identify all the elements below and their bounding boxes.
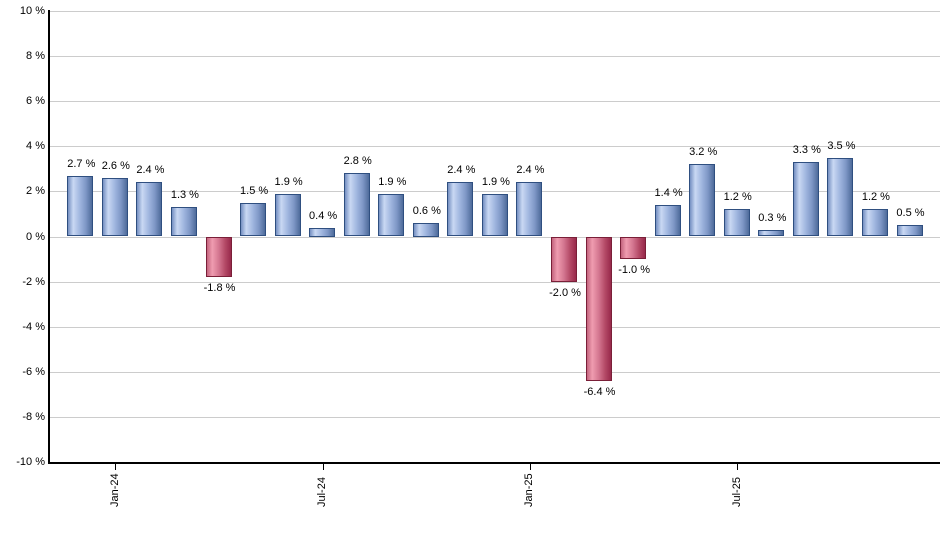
bar-positive [412,223,439,237]
bar-positive [240,202,267,237]
bar-value-label: 2.4 % [447,164,476,177]
bar-positive [447,182,474,237]
bar-value-label: -1.8 % [203,282,236,295]
bar-value-label: 2.8 % [343,155,372,168]
y-axis-tick-label: -4 % [22,320,45,333]
gridline [49,191,940,193]
bar-positive [343,173,370,237]
bar-positive [481,193,508,237]
bar-positive [170,207,197,237]
gridline [49,281,940,283]
bar-positive [827,157,854,237]
bar-value-label: 2.4 % [516,164,545,177]
y-axis-line [48,10,50,463]
y-axis-tick-label: 8 % [26,50,45,63]
bar-value-label: 1.2 % [723,191,752,204]
bar-positive [689,164,716,237]
gridline [49,326,940,328]
bar-value-label: 1.9 % [481,175,510,188]
y-axis-tick-label: 4 % [26,140,45,153]
bar-value-label: 1.3 % [170,189,199,202]
x-axis-tick-label: Jan-25 [523,473,536,507]
x-axis-tick-label: Jan-24 [108,473,121,507]
gridline [49,11,940,12]
bar-positive [309,227,336,237]
bar-positive [758,229,785,237]
bar-positive [274,193,301,237]
bar-positive [101,177,128,237]
x-axis-tick [737,464,739,470]
x-axis-tick-label: Jul-25 [730,477,743,507]
bar-value-label: 0.4 % [309,209,338,222]
gridline [49,371,940,373]
y-axis-tick-label: 0 % [26,230,45,243]
bar-value-label: -1.0 % [618,264,650,277]
x-axis-line [48,462,940,464]
bar-value-label: 3.3 % [792,144,821,157]
y-axis-tick-label: 2 % [26,185,45,198]
bar-positive [136,182,163,237]
bar-value-label: 0.5 % [896,207,925,220]
x-axis-tick [529,464,531,470]
bar-value-label: 0.6 % [412,205,441,217]
bar-negative [205,236,232,278]
bar-value-label: 2.4 % [136,164,165,177]
bar-negative [551,236,577,282]
x-axis-tick-label: Jul-24 [316,477,329,507]
bar-positive [723,209,750,237]
bar-positive [792,162,819,237]
bar-value-label: 0.3 % [758,211,787,224]
bar-value-label: 1.4 % [654,186,683,199]
bar-value-label: 1.5 % [240,184,269,197]
x-axis-tick [115,464,117,470]
bar-positive [861,209,888,237]
bar-positive [516,182,543,237]
y-axis-tick-label: 10 % [19,5,45,17]
y-axis-tick-label: -6 % [22,365,45,378]
bar-positive [378,193,405,237]
bar-value-label: -6.4 % [583,385,616,398]
y-axis-tick-label: -8 % [22,410,45,423]
bar-value-label: 1.2 % [861,191,890,204]
bar-value-label: 3.5 % [827,139,856,152]
bar-positive [896,225,923,237]
bar-value-label: 2.6 % [101,159,130,172]
y-axis-tick-label: 6 % [26,95,45,108]
y-axis-tick-label: -2 % [22,275,45,288]
bar-value-label: 1.9 % [378,175,407,188]
bar-value-label: 3.2 % [689,146,718,159]
gridline [49,236,940,238]
gridline [49,416,940,418]
bar-value-label: -2.0 % [549,286,581,299]
x-axis-tick [322,464,324,470]
gridline [49,101,940,103]
bar-negative [585,236,612,381]
y-axis-tick-label: -10 % [16,456,45,468]
gridline [49,56,940,58]
gridline [49,146,940,148]
bar-positive [654,204,681,237]
bar-value-label: 2.7 % [67,157,96,170]
bar-value-label: 1.9 % [274,175,303,188]
bar-positive [67,175,94,237]
bar-negative [620,236,647,260]
